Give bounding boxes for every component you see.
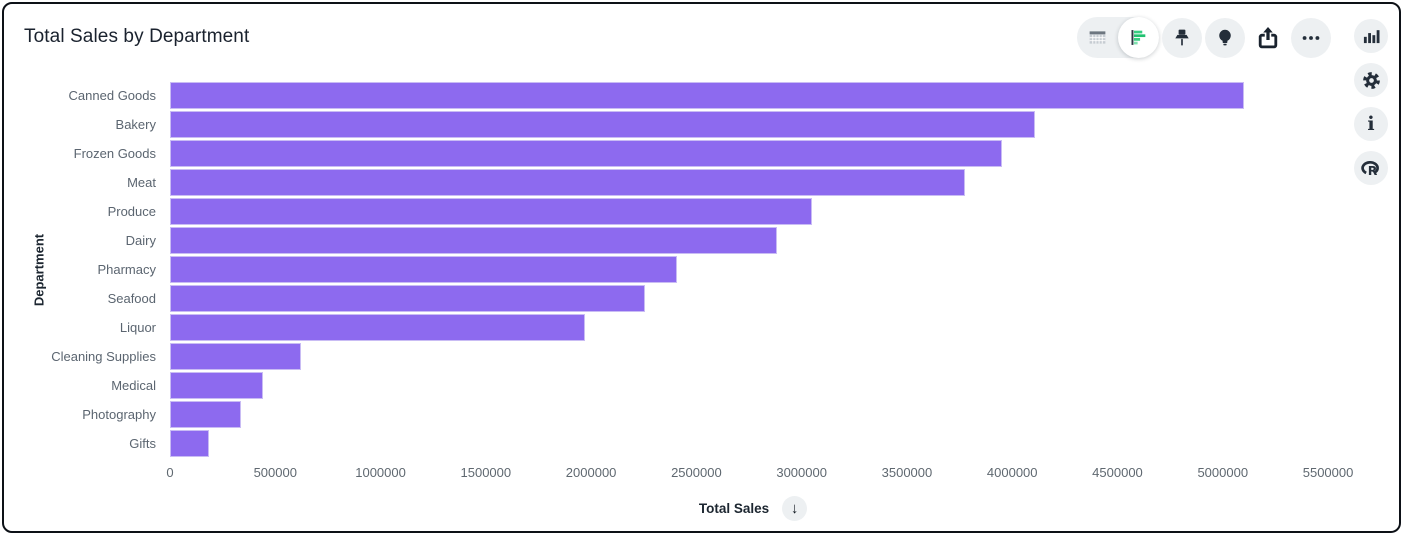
bar-track	[170, 197, 1336, 226]
page-title: Total Sales by Department	[24, 26, 250, 47]
category-label: Cleaning Supplies	[51, 349, 156, 364]
bar-track	[170, 400, 1336, 429]
bar-row: Liquor	[24, 313, 1336, 342]
category-label: Canned Goods	[68, 88, 156, 103]
bar-row: Seafood	[24, 284, 1336, 313]
category-label: Frozen Goods	[73, 146, 156, 161]
bar-track	[170, 371, 1336, 400]
bar-track	[170, 139, 1336, 168]
x-axis-tick-label: 4000000	[986, 465, 1038, 480]
category-label: Pharmacy	[97, 262, 156, 277]
bar[interactable]	[170, 140, 1003, 167]
x-axis-tick-label: 4500000	[1092, 465, 1143, 480]
x-axis-tick-label: 5500000	[1302, 465, 1354, 480]
bar-track	[170, 168, 1336, 197]
bar-row: Meat	[24, 168, 1336, 197]
x-axis-ticks: 0 500000 1000000 1500000 2000000 2500000 30000…	[166, 465, 1353, 482]
x-axis-tick-label: 3500000	[881, 465, 933, 480]
bar[interactable]	[170, 401, 241, 428]
bar-track	[170, 284, 1336, 313]
bar-row: Frozen Goods	[24, 139, 1336, 168]
lightbulb-icon	[1214, 27, 1236, 49]
x-axis-tick-label: 1000000	[355, 465, 406, 480]
right-rail: i R	[1354, 19, 1388, 185]
pin-button[interactable]	[1162, 17, 1202, 58]
pin-icon	[1171, 27, 1193, 49]
category-label: Bakery	[115, 117, 156, 132]
x-axis-tick-label: 5000000	[1197, 465, 1249, 480]
bar-row: Gifts	[24, 429, 1336, 458]
bar-track	[170, 313, 1336, 342]
category-label: Medical	[111, 378, 156, 393]
x-axis-tick-label: 2000000	[565, 465, 617, 480]
x-axis-tick-label: 1500000	[460, 465, 512, 480]
bar[interactable]	[170, 343, 302, 370]
category-label: Meat	[127, 175, 156, 190]
category-label: Photography	[82, 407, 156, 422]
x-axis-title-row: Total Sales ↓	[170, 495, 1336, 521]
x-axis-tick-label: 2500000	[671, 465, 722, 480]
x-axis-tick-label: 3000000	[776, 465, 827, 480]
bar-row: Medical	[24, 371, 1336, 400]
bar[interactable]	[170, 198, 812, 225]
bar-track	[170, 226, 1336, 255]
info-button[interactable]: i	[1354, 107, 1388, 141]
x-axis-title: Total Sales	[698, 500, 770, 516]
view-toggle	[1077, 17, 1159, 58]
bar-row: Dairy	[24, 226, 1336, 255]
info-icon: i	[1367, 112, 1375, 135]
more-options-button[interactable]	[1291, 17, 1331, 58]
category-label: Liquor	[119, 320, 156, 335]
category-label: Gifts	[129, 436, 156, 451]
bar[interactable]	[170, 256, 677, 283]
bar[interactable]	[170, 430, 209, 457]
bar-track	[170, 110, 1336, 139]
bar-row: Cleaning Supplies	[24, 342, 1336, 371]
table-icon	[1087, 27, 1108, 48]
bar[interactable]	[170, 372, 264, 399]
x-axis-tick-label: 0	[166, 465, 174, 480]
arrow-down-icon: ↓	[790, 499, 799, 517]
r-logo-icon: R	[1359, 156, 1383, 180]
bar[interactable]	[170, 82, 1244, 109]
svg-text:R: R	[1368, 163, 1378, 178]
bar-row: Bakery	[24, 110, 1336, 139]
bar[interactable]	[170, 227, 777, 254]
category-label: Produce	[107, 204, 156, 219]
bar-track	[170, 429, 1336, 458]
horizontal-bar-chart-icon	[1128, 27, 1149, 48]
chart-view-toggle[interactable]	[1118, 17, 1159, 58]
ellipsis-icon	[1300, 27, 1322, 49]
category-label: Dairy	[125, 233, 156, 248]
bar-track	[170, 81, 1336, 110]
bar[interactable]	[170, 169, 966, 196]
bar-row: Canned Goods	[24, 81, 1336, 110]
category-label: Seafood	[107, 291, 156, 306]
bar-row: Photography	[24, 400, 1336, 429]
r-language-button[interactable]: R	[1354, 151, 1388, 185]
toolbar	[1077, 17, 1331, 58]
insights-button[interactable]	[1205, 17, 1245, 58]
sort-descending-button[interactable]: ↓	[782, 495, 808, 521]
gear-icon	[1361, 70, 1382, 91]
table-view-toggle[interactable]	[1077, 17, 1118, 58]
settings-button[interactable]	[1354, 63, 1388, 97]
bar-track	[170, 342, 1336, 371]
bar[interactable]	[170, 314, 586, 341]
column-chart-icon	[1361, 26, 1381, 46]
bar[interactable]	[170, 111, 1035, 138]
x-axis-tick-label: 500000	[253, 465, 297, 480]
bar-track	[170, 255, 1336, 284]
share-button[interactable]	[1248, 18, 1288, 58]
share-icon	[1255, 25, 1281, 51]
bar-row: Produce	[24, 197, 1336, 226]
bar[interactable]	[170, 285, 645, 312]
chart-type-button[interactable]	[1354, 19, 1388, 53]
bar-row: Pharmacy	[24, 255, 1336, 284]
plot-area: Canned Goods Bakery Frozen Goods Meat Produc…	[24, 81, 1336, 458]
